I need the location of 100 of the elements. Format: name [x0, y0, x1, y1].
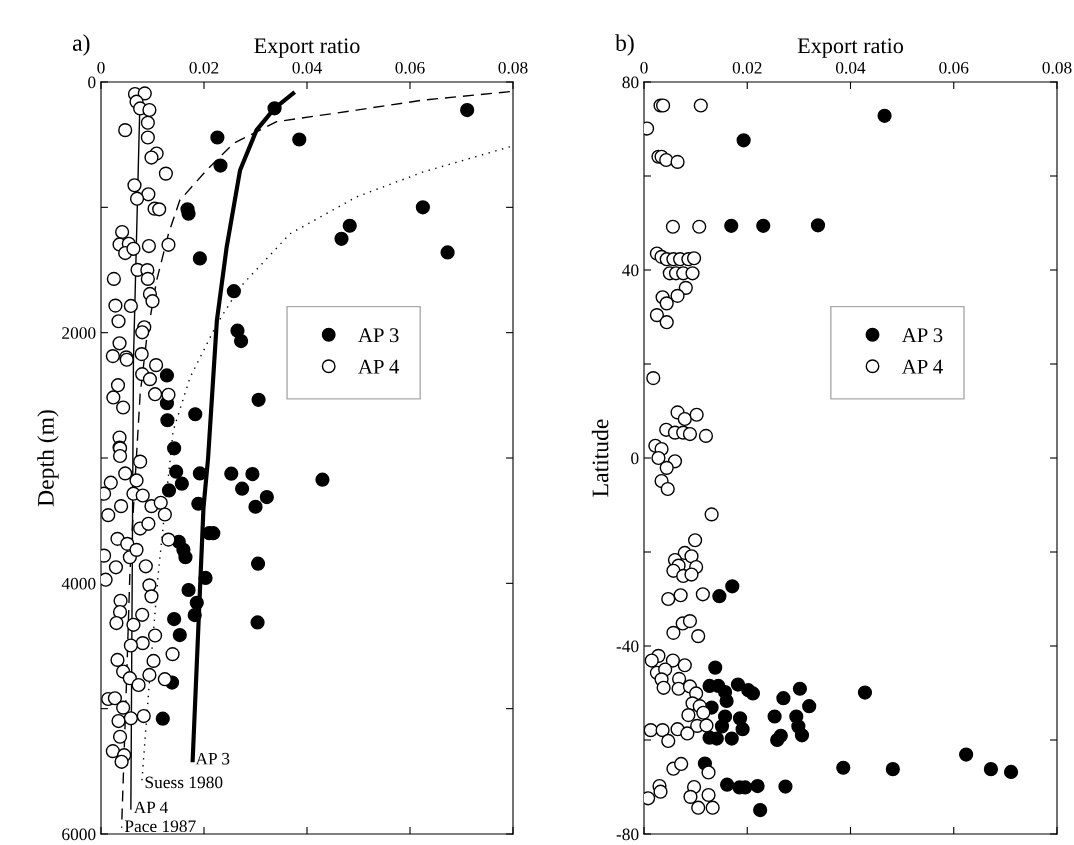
y-axis-title: Latitude [591, 419, 609, 497]
series-label: Suess 1980 [145, 776, 223, 789]
y-tick-label: -80 [616, 828, 639, 841]
y-tick-label: 80 [622, 76, 639, 89]
series-label: AP 4 [133, 801, 168, 814]
x-tick-label: 0.02 [189, 61, 219, 74]
x-axis-title: Export ratio [254, 38, 360, 58]
point [756, 218, 771, 233]
point [213, 158, 228, 173]
point [794, 728, 810, 743]
point [778, 779, 793, 794]
point [192, 251, 207, 266]
series-label: AP 3 [195, 752, 230, 765]
point [292, 132, 307, 147]
series-label: Pace 1987 [124, 820, 196, 833]
point [776, 691, 791, 706]
point [770, 732, 785, 748]
point [160, 413, 175, 428]
point [885, 762, 900, 777]
point [189, 595, 204, 610]
x-tick-label: 0.08 [1042, 61, 1072, 74]
point [233, 333, 249, 349]
y-tick-label: 0 [88, 76, 96, 89]
point [959, 747, 974, 762]
point [415, 200, 430, 215]
point [259, 490, 274, 505]
point [1003, 764, 1019, 780]
point [745, 686, 761, 701]
point [792, 681, 808, 696]
text: a) [72, 34, 90, 56]
x-tick-label: 0.06 [939, 61, 969, 74]
point [983, 762, 999, 777]
point [161, 483, 177, 498]
point [248, 499, 263, 514]
point [460, 102, 475, 118]
x-tick-label: 0 [97, 61, 105, 74]
point [169, 464, 184, 479]
point [708, 660, 723, 675]
point [736, 133, 751, 148]
point [188, 407, 203, 422]
point [198, 570, 213, 586]
point [802, 699, 817, 714]
point [712, 589, 727, 604]
point [725, 579, 740, 594]
point [251, 392, 266, 407]
y-tick-label: 4000 [61, 577, 96, 590]
point [315, 472, 330, 487]
point [250, 615, 265, 630]
point [735, 722, 750, 737]
point [178, 550, 193, 565]
point [334, 231, 349, 246]
legend-label: AP 3 [358, 328, 399, 343]
point [810, 218, 826, 233]
text: b) [615, 34, 634, 56]
point [767, 709, 782, 724]
x-axis-title: Export ratio [797, 38, 904, 58]
point [226, 284, 241, 299]
legend-label: AP 4 [358, 359, 400, 374]
point [250, 556, 266, 571]
y-tick-label: 6000 [62, 828, 96, 841]
y-tick-label: 2000 [62, 327, 96, 339]
legend-label: AP 4 [901, 359, 943, 374]
point [210, 130, 225, 145]
point [342, 218, 357, 233]
point [724, 731, 739, 746]
x-tick-label: 0.04 [292, 61, 322, 74]
y-tick-label: -40 [616, 640, 639, 653]
point [720, 777, 735, 792]
point [714, 719, 730, 734]
y-tick-label: 40 [622, 264, 639, 277]
y-axis-title: Depth (m) [37, 410, 59, 507]
point [719, 693, 734, 709]
point [172, 627, 187, 643]
point [174, 476, 189, 491]
point [167, 441, 182, 456]
point [877, 108, 892, 123]
point [753, 802, 768, 818]
point [730, 677, 746, 692]
point [181, 582, 196, 598]
x-tick-label: 0.02 [732, 61, 762, 74]
x-tick-label: 0.04 [835, 61, 866, 74]
point [191, 496, 206, 511]
x-tick-label: 0 [640, 61, 648, 74]
point [440, 245, 455, 260]
point [167, 611, 182, 627]
point [267, 101, 282, 116]
point [224, 466, 239, 481]
point [155, 711, 170, 726]
legend-label: AP 3 [901, 328, 943, 343]
x-tick-label: 0.06 [395, 61, 425, 74]
point [159, 368, 175, 383]
point [857, 685, 873, 700]
y-tick-label: 0 [631, 452, 639, 465]
x-tick-label: 0.08 [498, 61, 528, 74]
point [187, 607, 202, 623]
point [750, 778, 765, 794]
point [192, 466, 207, 481]
point [235, 481, 250, 496]
point [245, 466, 260, 482]
point [724, 218, 739, 233]
